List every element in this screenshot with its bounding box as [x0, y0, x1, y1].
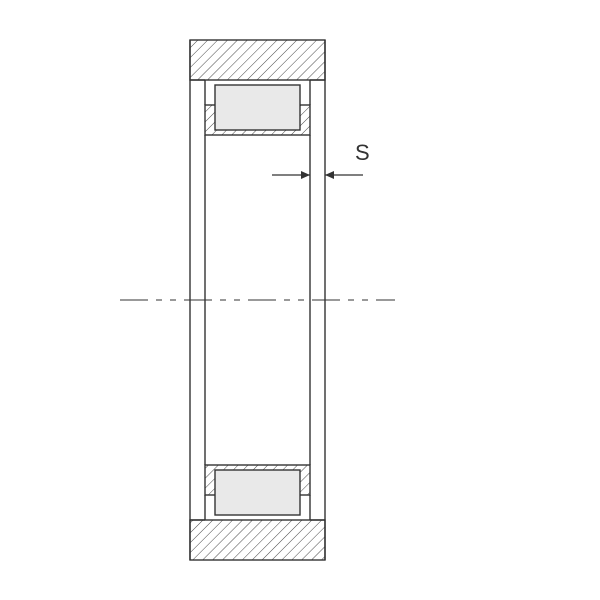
outer-ring-bottom [190, 520, 325, 560]
dimension-label-s: S [355, 140, 370, 165]
outer-ring-top [190, 40, 325, 80]
bearing-cross-section: S [0, 0, 600, 600]
roller-bottom [215, 470, 300, 515]
roller-top [215, 85, 300, 130]
